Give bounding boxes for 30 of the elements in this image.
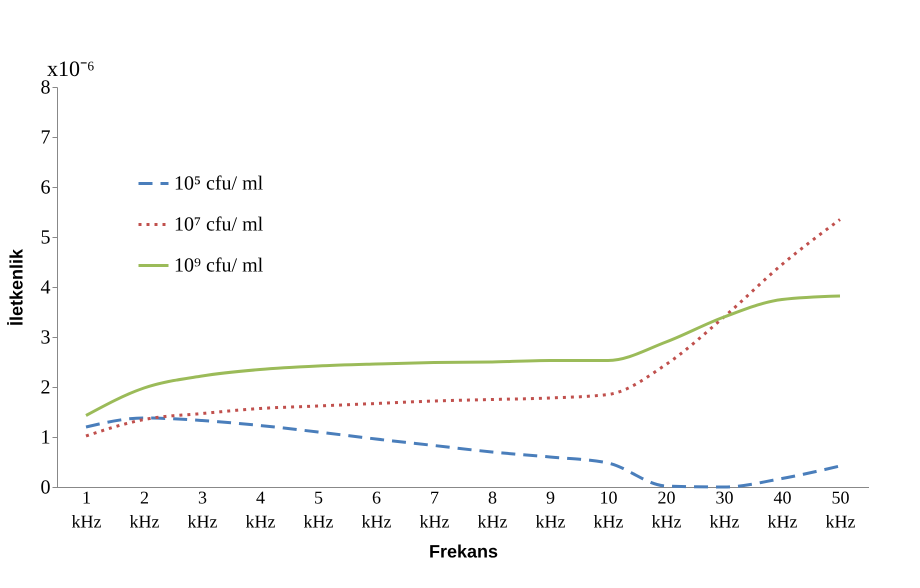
x-tick-label: 10 kHz — [594, 488, 624, 532]
x-tick-label: 9 kHz — [536, 488, 566, 532]
y-tick-label: 2 — [40, 376, 50, 398]
y-tick-label: 1 — [40, 426, 50, 448]
legend-label: 10⁵ cfu/ ml — [174, 172, 264, 194]
line-series — [84, 294, 842, 417]
y-tick-label: 4 — [40, 276, 50, 298]
x-tick-label: 30 kHz — [710, 488, 740, 532]
x-tick-label: 2 kHz — [130, 488, 160, 532]
legend-label: 10⁹ cfu/ ml — [174, 254, 264, 276]
x-tick-label: 5 kHz — [304, 488, 334, 532]
line-series — [84, 218, 842, 438]
y-tick-label: 3 — [40, 326, 50, 348]
x-axis-title: Frekans — [428, 542, 498, 562]
legend-label: 10⁷ cfu/ ml — [174, 214, 264, 236]
y-tick-label: 6 — [40, 176, 50, 198]
x-tick-label: 7 kHz — [420, 488, 450, 532]
line-series — [84, 416, 842, 488]
x-tick-label: 3 kHz — [188, 488, 218, 532]
y-tick-label: 7 — [40, 126, 50, 148]
x-tick-label: 1 kHz — [72, 488, 102, 532]
x-tick-label: 50 kHz — [826, 488, 856, 532]
y-tick-label: 0 — [40, 476, 50, 498]
x-tick-label: 8 kHz — [478, 488, 508, 532]
x-tick-label: 4 kHz — [246, 488, 276, 532]
x-tick-label: 40 kHz — [768, 488, 798, 532]
x-tick-label: 6 kHz — [362, 488, 392, 532]
x-tick-label: 20 kHz — [652, 488, 682, 532]
y-tick-label: 5 — [40, 226, 50, 248]
y-axis-title: İletkenlik — [6, 248, 26, 326]
